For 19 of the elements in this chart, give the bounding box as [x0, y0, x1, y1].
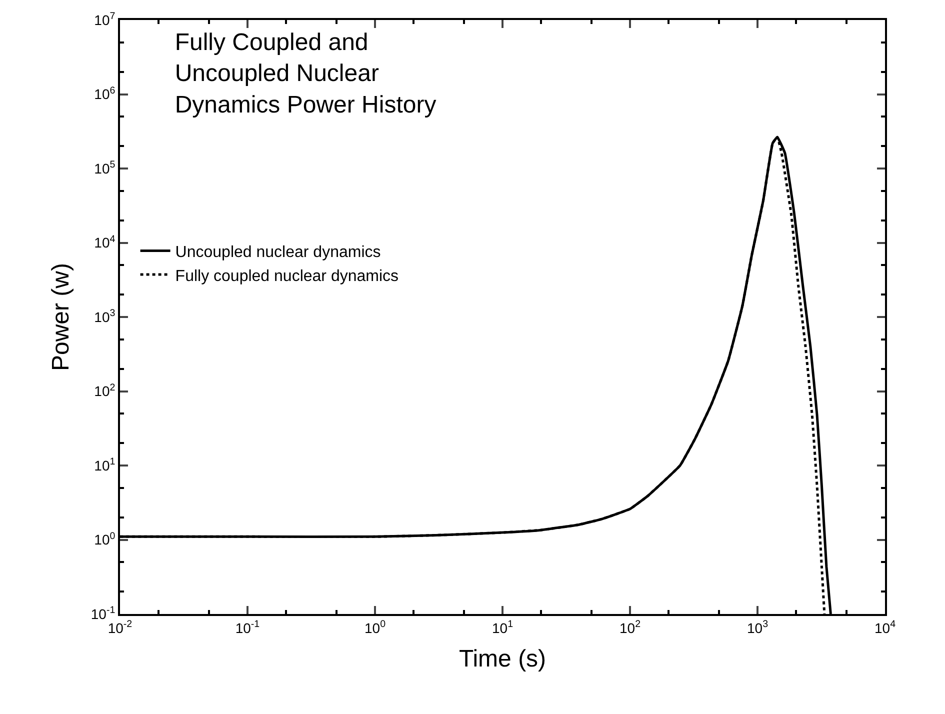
- x-tick-label: 10$^{2}$: [619, 618, 641, 636]
- y-axis-title: Power (w): [48, 262, 75, 372]
- text: Fully Coupled and Uncoupled Nuclear Dynamics Power History: [174, 28, 436, 118]
- legend-label: Fully coupled nuclear dynamics: [175, 268, 399, 285]
- y-tick-label: 10$^{7}$: [94, 11, 116, 28]
- y-tick-label: 10$^{3}$: [94, 308, 116, 325]
- x-tick-label: 10$^{4}$: [874, 618, 896, 636]
- x-tick-label: 10$^{1}$: [492, 618, 514, 636]
- y-tick-label: 10$^{0}$: [94, 530, 116, 548]
- legend-label: Uncoupled nuclear dynamics: [175, 244, 381, 261]
- x-tick-label: 10$^{3}$: [746, 618, 769, 636]
- y-tick-label: 10$^{5}$: [94, 160, 116, 176]
- x-tick-label: 10$^{-1}$: [235, 618, 260, 636]
- y-tick-label: 10$^{6}$: [94, 85, 116, 102]
- x-axis-title: Time (s): [458, 646, 546, 673]
- y-tick-label: 10$^{4}$: [94, 234, 116, 251]
- x-tick-label: 10$^{0}$: [364, 618, 386, 636]
- y-tick-label: 10$^{1}$: [94, 456, 116, 474]
- y-tick-label: 10$^{2}$: [94, 382, 116, 400]
